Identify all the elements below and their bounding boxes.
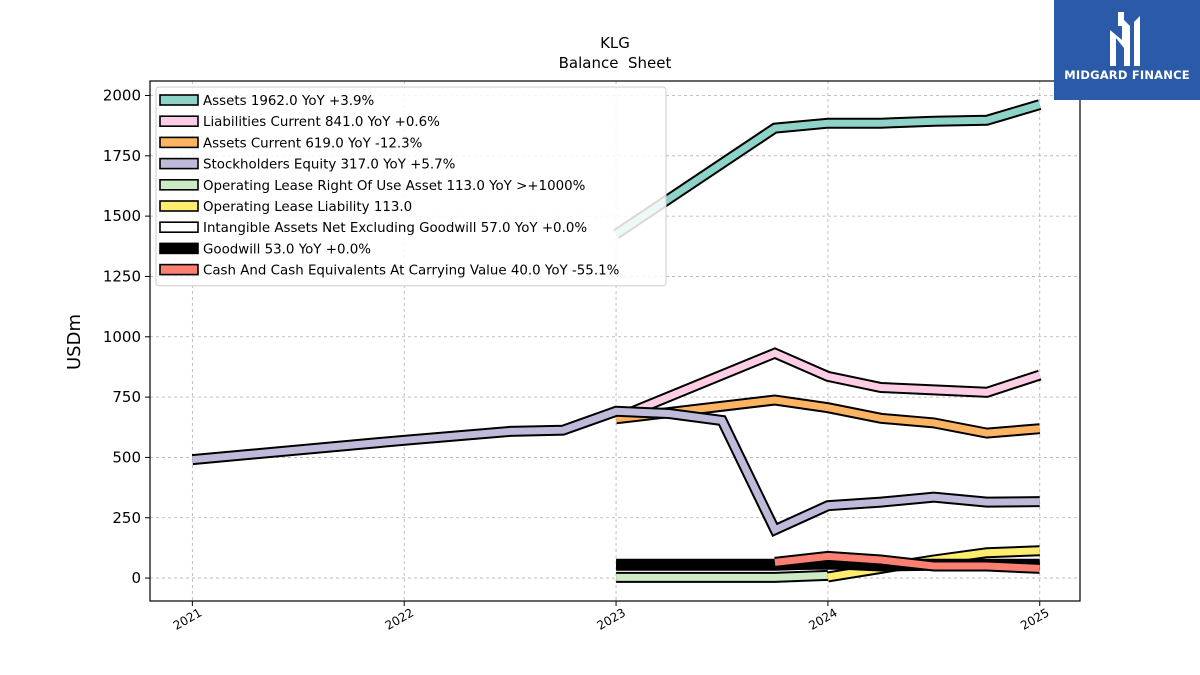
series-stroke: [615, 396, 1040, 437]
series-line: [613, 99, 1042, 239]
legend-label: Cash And Cash Equivalents At Carrying Va…: [203, 264, 619, 279]
y-tick-label: 250: [112, 509, 141, 527]
logo-text: MIDGARD FINANCE: [1064, 68, 1190, 82]
chart-subtitle: Balance Sheet: [559, 54, 672, 72]
legend: Assets 1962.0 YoY +3.9% Liabilities Curre…: [155, 86, 667, 287]
series-stroke: [192, 407, 1040, 535]
legend-swatch: [159, 94, 199, 106]
legend-item: Intangible Assets Net Excluding Goodwill…: [159, 221, 587, 236]
series-line: [614, 347, 1042, 424]
legend-box: [155, 86, 667, 287]
legend-label: Operating Lease Right Of Use Asset 113.0…: [203, 179, 585, 194]
series-stroke: [774, 552, 1040, 572]
series-line: [774, 550, 1040, 574]
legend-swatch: [159, 157, 199, 170]
x-tick-label: 2025: [1018, 605, 1051, 632]
legend-label: Assets Current 619.0 YoY -12.3%: [203, 136, 422, 151]
y-tick-label: 1250: [103, 267, 141, 285]
y-tick-label: 750: [112, 388, 141, 406]
plot-frame: [149, 80, 1081, 602]
x-tick-label: 2021: [171, 605, 204, 632]
chart-title: KLG: [600, 34, 630, 52]
legend-label: Operating Lease Liability 113.0: [203, 200, 412, 215]
series-stroke: [614, 349, 1041, 422]
legend-swatch: [159, 221, 199, 233]
legend-label: Assets 1962.0 YoY +3.9%: [203, 94, 374, 109]
y-tick-label: 500: [112, 448, 141, 466]
legend-swatch: [159, 200, 199, 212]
legend-swatch: [159, 136, 199, 149]
y-tick-label: 1000: [103, 328, 141, 346]
legend-swatch: [159, 263, 199, 276]
series-line: [615, 394, 1041, 439]
legend-item: Stockholders Equity 317.0 YoY +5.7%: [159, 157, 455, 173]
legend-item: Assets Current 619.0 YoY -12.3%: [159, 136, 422, 151]
y-tick-label: 1750: [103, 147, 141, 165]
legend-swatch: [159, 179, 199, 191]
legend-item: Operating Lease Right Of Use Asset 113.0…: [159, 179, 585, 194]
legend-swatch: [159, 115, 199, 127]
x-tick-label: 2023: [594, 605, 627, 632]
legend-item: Liabilities Current 841.0 YoY +0.6%: [159, 115, 440, 130]
legend-item: Goodwill 53.0 YoY +0.0%: [159, 242, 371, 257]
legend-label: Stockholders Equity 317.0 YoY +5.7%: [203, 158, 455, 173]
logo-icon: [1110, 12, 1140, 66]
y-tick-label: 0: [131, 569, 141, 587]
x-tick-label: 2024: [806, 605, 839, 632]
brand-logo: MIDGARD FINANCE: [1054, 0, 1200, 100]
x-tick-label: 2022: [383, 605, 416, 632]
series-stroke: [616, 571, 829, 581]
y-tick-label: 1500: [103, 207, 141, 225]
legend-label: Goodwill 53.0 YoY +0.0%: [203, 242, 371, 257]
legend-item: Cash And Cash Equivalents At Carrying Va…: [159, 263, 619, 279]
legend-swatch: [159, 242, 199, 255]
series-layer: [191, 99, 1042, 583]
series-line: [616, 569, 829, 583]
legend-item: Operating Lease Liability 113.0: [159, 200, 412, 215]
series-stroke: [614, 101, 1041, 238]
ticks: 2021 2022 2023 2024 2025 0 250 500 750 1000 1250 15…: [103, 86, 1052, 632]
series-line: [191, 405, 1040, 538]
legend-label: Liabilities Current 841.0 YoY +0.6%: [203, 115, 440, 130]
legend-label: Intangible Assets Net Excluding Goodwill…: [203, 221, 587, 236]
legend-item: Assets 1962.0 YoY +3.9%: [159, 94, 374, 109]
y-axis-label: USDm: [64, 314, 85, 370]
y-tick-label: 2000: [103, 86, 141, 104]
